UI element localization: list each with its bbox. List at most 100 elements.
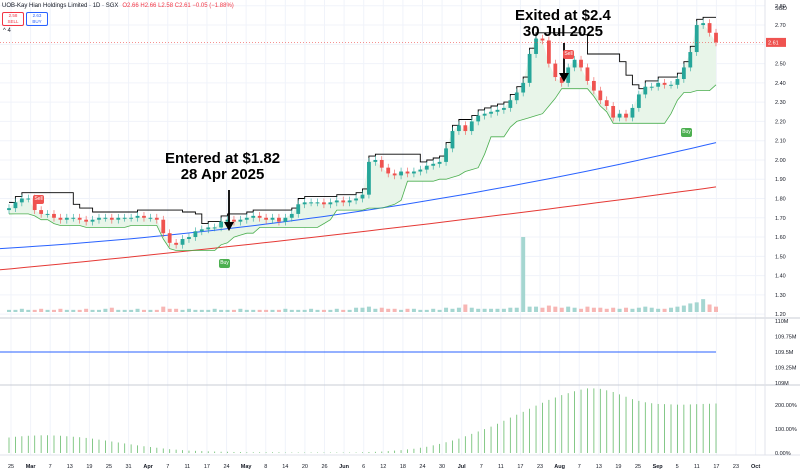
time-tick-label: Jul xyxy=(458,464,466,470)
time-tick-label: 23 xyxy=(537,464,543,470)
volume-bar xyxy=(527,306,532,312)
candle-body xyxy=(219,221,223,228)
time-tick-label: May xyxy=(241,464,253,470)
sell-button[interactable]: 2.58 SELL xyxy=(2,12,24,26)
volume-bar xyxy=(630,308,635,312)
entry-text: Entered at $1.82 xyxy=(165,150,281,167)
time-tick-label: 7 xyxy=(480,464,483,470)
candle-body xyxy=(386,167,391,174)
candle-body xyxy=(649,86,654,88)
volume-bar xyxy=(13,309,18,312)
candle-body xyxy=(418,169,423,172)
candle-body xyxy=(283,217,288,222)
price-tick-label: 1.50 xyxy=(775,254,786,260)
volume-bar xyxy=(64,309,69,312)
candle-body xyxy=(527,53,532,83)
volume-bar xyxy=(7,309,11,312)
candle-body xyxy=(341,200,346,203)
candle-body xyxy=(476,115,481,122)
candle-body xyxy=(116,217,121,220)
volume-bar xyxy=(315,309,320,312)
candle-body xyxy=(77,217,82,220)
pane-tick-label: 109.75M xyxy=(775,335,797,341)
candle-body xyxy=(643,86,648,95)
price-tick-label: 1.90 xyxy=(775,177,786,183)
volume-bar xyxy=(231,309,236,312)
candle-body xyxy=(32,198,37,211)
volume-bar xyxy=(360,307,365,312)
volume-bar xyxy=(604,308,609,312)
time-tick-label: 19 xyxy=(615,464,621,470)
candle-body xyxy=(694,25,699,53)
exit-arrowhead xyxy=(559,73,569,82)
volume-bar xyxy=(122,309,127,312)
volume-bar xyxy=(379,307,384,312)
candle-body xyxy=(379,159,384,168)
candle-body xyxy=(264,217,268,220)
volume-bar xyxy=(501,308,506,312)
candle-body xyxy=(129,217,134,219)
candle-body xyxy=(392,173,397,176)
volume-bar xyxy=(566,306,571,312)
buy-button[interactable]: 2.63 BUY xyxy=(26,12,48,26)
volume-bar xyxy=(694,302,699,312)
volume-bar xyxy=(662,308,667,312)
volume-bar xyxy=(45,309,50,312)
exit-date: 30 Jul 2025 xyxy=(522,23,603,40)
candle-body xyxy=(585,67,590,81)
volume-bar xyxy=(366,306,371,312)
volume-bar xyxy=(688,303,693,312)
candle-body xyxy=(187,237,191,239)
annotation-arrows xyxy=(224,43,569,231)
time-tick-label: 11 xyxy=(694,464,700,470)
volume-bar xyxy=(225,309,230,312)
volume-bar xyxy=(174,308,179,312)
pane-tick-label: 0.00% xyxy=(775,451,791,457)
symbol-title[interactable]: UOB-Kay Hian Holdings Limited · 1D · SGX xyxy=(2,3,119,9)
sell-price: 2.58 xyxy=(8,13,18,18)
volume-bar xyxy=(399,309,404,312)
entry-date: 28 Apr 2025 xyxy=(180,166,265,183)
volume-bar xyxy=(289,309,294,312)
volume-bar xyxy=(624,307,629,312)
time-tick-label: 20 xyxy=(302,464,308,470)
candle-body xyxy=(142,215,146,218)
time-tick-label: 11 xyxy=(184,464,190,470)
time-tick-label: 17 xyxy=(517,464,523,470)
volume-bar xyxy=(579,308,584,312)
time-tick-label: 17 xyxy=(204,464,210,470)
volume-bar xyxy=(26,309,31,312)
volume-bar xyxy=(19,308,24,312)
volume-bar xyxy=(238,308,243,312)
volume-bar xyxy=(257,309,262,312)
volume-bar xyxy=(71,309,76,312)
candle-body xyxy=(244,217,249,220)
volume-bar xyxy=(51,309,56,312)
time-tick-label: 8 xyxy=(264,464,267,470)
volume-bar xyxy=(180,309,185,312)
buy-signal-label: Buy xyxy=(219,259,230,268)
volume-bar xyxy=(354,307,359,312)
candle-body xyxy=(302,202,307,205)
candle-body xyxy=(97,217,101,220)
collapse-indicators-button[interactable]: ^ 4 xyxy=(3,28,11,34)
volume-bar xyxy=(244,309,249,312)
volume-bar xyxy=(514,307,519,312)
sell-label: SELL xyxy=(7,19,19,24)
volume-bar xyxy=(649,307,654,312)
volume-bar xyxy=(611,307,616,312)
candle-body xyxy=(334,200,339,203)
volume-bar xyxy=(508,307,513,312)
volume-bar xyxy=(148,309,153,312)
candlestick-series xyxy=(7,19,718,249)
moving-average-line xyxy=(0,142,717,250)
candle-body xyxy=(148,217,153,219)
volume-bar xyxy=(656,308,661,312)
candle-body xyxy=(521,82,526,93)
candle-body xyxy=(514,92,519,101)
candle-body xyxy=(161,219,166,234)
volume-bar xyxy=(84,308,89,312)
volume-bar xyxy=(212,308,217,312)
candle-body xyxy=(167,233,172,243)
exit-text: Exited at $2.4 xyxy=(515,7,611,24)
